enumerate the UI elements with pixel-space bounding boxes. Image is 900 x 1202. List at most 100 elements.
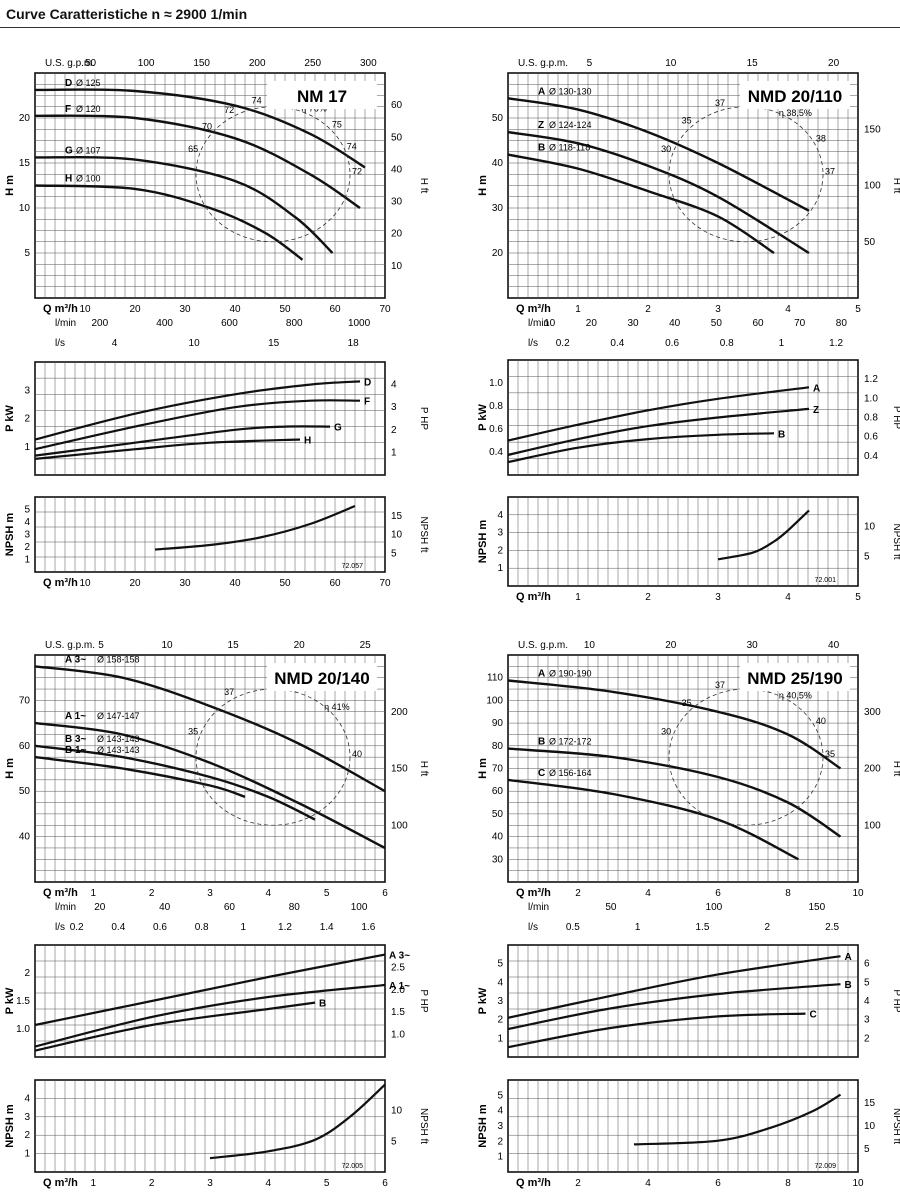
h-tick: 5 [24, 248, 30, 259]
head-series-label: Ø 143-143 [97, 734, 140, 744]
q-tick: 4 [266, 888, 272, 899]
ls-tick: 4 [112, 338, 118, 349]
p-tick: 0.4 [489, 447, 503, 458]
head-curve-G [34, 155, 334, 254]
hft-tick: 50 [391, 132, 403, 143]
hft-axis-label: H ft [418, 761, 429, 777]
npsh-tick: 3 [497, 1121, 503, 1132]
title-divider [0, 27, 900, 28]
h-tick: 50 [492, 113, 504, 124]
npsh-tick: 5 [497, 1090, 503, 1101]
head-series-name: C [538, 768, 545, 779]
head-series-name: A 1~ [65, 711, 86, 722]
head-series-label: Ø 130-130 [549, 86, 592, 96]
p-tick: 4 [497, 977, 503, 988]
hft-tick: 150 [864, 124, 881, 135]
lmin-tick: 10 [544, 318, 556, 329]
q-tick: 30 [179, 578, 191, 589]
hft-axis-label: H ft [891, 178, 900, 194]
h-tick: 60 [19, 741, 31, 752]
head-series-label: Ø 158-158 [97, 654, 140, 664]
head-series-name: F [65, 104, 71, 115]
hft-tick: 100 [391, 820, 408, 831]
gpm-tick: 150 [193, 58, 210, 69]
npsh-tick: 1 [497, 1152, 503, 1163]
head-series-name: B 3~ [65, 734, 87, 745]
hft-tick: 30 [391, 197, 403, 208]
q-tick: 2 [149, 888, 155, 899]
efficiency-label: 70 [202, 122, 212, 132]
h-tick: 110 [487, 673, 503, 684]
npsh-panel [34, 496, 386, 573]
q-tick: 50 [279, 578, 291, 589]
npsh-axis-label: NPSH m [477, 1104, 489, 1148]
hft-tick: 100 [864, 820, 881, 831]
q-tick: 1 [91, 1178, 97, 1189]
lmin-tick: 150 [808, 902, 825, 913]
head-series-name: Z [538, 120, 544, 131]
q-tick: 10 [852, 888, 864, 899]
h-tick: 40 [492, 832, 504, 843]
q-tick: 4 [266, 1178, 272, 1189]
q-tick: 1 [575, 592, 581, 603]
power-series-name: A [813, 383, 820, 394]
q-axis-label: Q m³/h [43, 303, 78, 315]
p-tick: 0.8 [489, 401, 503, 412]
ls-tick: 10 [189, 338, 201, 349]
npsh-tick: 2 [497, 545, 503, 556]
head-series-name: D [65, 78, 72, 89]
gpm-tick: 10 [162, 640, 174, 651]
q-axis-label: Q m³/h [43, 1177, 78, 1189]
q-tick: 6 [715, 888, 721, 899]
p-tick: 1 [24, 442, 30, 453]
head-series-label: Ø 143-143 [97, 745, 140, 755]
head-curve-B [507, 153, 775, 255]
q-tick: 70 [379, 578, 391, 589]
hft-tick: 60 [391, 100, 403, 111]
head-series-label: Ø 156-164 [549, 768, 592, 778]
lmin-tick: 20 [586, 318, 598, 329]
hft-tick: 200 [864, 764, 881, 775]
npshft-tick: 5 [391, 548, 397, 559]
power-series-name: Z [813, 405, 819, 416]
gpm-tick: 20 [294, 640, 306, 651]
p-tick: 2 [24, 414, 30, 425]
reference-code: 72.009 [815, 1163, 837, 1170]
ls-tick: 0.2 [556, 338, 570, 349]
gpm-tick: 5 [587, 58, 593, 69]
head-curve-A1 [34, 721, 386, 850]
q-tick: 4 [785, 304, 791, 315]
head-curve-D [34, 88, 366, 169]
php-tick: 3 [864, 1015, 870, 1026]
head-curve-A3 [34, 665, 386, 793]
gpm-tick: 10 [584, 640, 596, 651]
ls-tick: 1 [241, 922, 247, 933]
q-tick: 2 [575, 1178, 581, 1189]
h-tick: 50 [19, 786, 31, 797]
hft-axis-label: H ft [891, 761, 900, 777]
php-tick: 1.0 [391, 1030, 405, 1041]
lmin-tick: 30 [627, 318, 639, 329]
power-series-name: A 3~ [389, 951, 410, 962]
q-tick: 2 [645, 304, 651, 315]
chart-2: A 3~ Ø 158-158 A 1~ Ø 147-147 B 3~ Ø 143-143 B… [4, 640, 429, 1189]
q-tick: 3 [207, 1178, 213, 1189]
p-tick: 1 [497, 1033, 503, 1044]
lmin-tick: 200 [91, 318, 108, 329]
power-curve-F [34, 399, 361, 451]
npsh-tick: 1 [24, 1149, 30, 1160]
lmin-axis-label: l/min [55, 902, 76, 913]
q-tick: 50 [279, 304, 291, 315]
head-series-label: Ø 100 [76, 174, 101, 184]
npsh-tick: 4 [24, 517, 30, 528]
power-curve-B [507, 983, 841, 1031]
npsh-tick: 4 [497, 510, 503, 521]
head-curve-B [507, 747, 842, 838]
head-series-label: Ø 124-124 [549, 120, 592, 130]
p-axis-label: P kW [4, 405, 16, 432]
lmin-tick: 60 [752, 318, 764, 329]
efficiency-label: 37 [715, 98, 725, 108]
lmin-tick: 800 [286, 318, 303, 329]
npshft-tick: 10 [864, 522, 876, 533]
